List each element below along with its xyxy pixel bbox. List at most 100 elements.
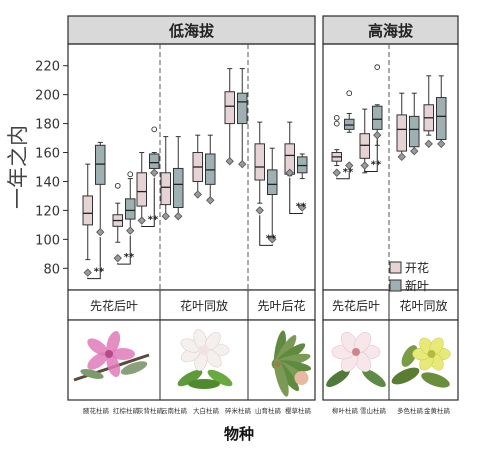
leaf [326, 368, 350, 388]
group-label: 花叶同放 [399, 298, 447, 313]
leaf-mean-diamond [174, 212, 183, 221]
leaf [401, 345, 418, 367]
box-body [372, 105, 383, 130]
y-tick-label: 180 [35, 118, 60, 133]
panels: 低海拔先花后叶 花叶同放 先叶后花腋花杜鹃 红棕杜鹃灰背杜鹃云南杜鹃 大白杜鹃 碎米杜鹃山… [67, 15, 459, 415]
leaf-mean-diamond [150, 168, 159, 177]
white-rhododendron-photo-icon [177, 329, 233, 389]
flower-mean-diamond [225, 157, 234, 166]
leaf-mean-diamond [373, 130, 382, 140]
species-label: 云南杜鹃 [161, 406, 188, 415]
leaf [188, 379, 220, 389]
leaf-mean-diamond [126, 226, 135, 235]
petal [87, 352, 109, 370]
leaf [177, 369, 203, 387]
legend-swatch [389, 279, 402, 292]
flower-box [192, 134, 203, 194]
panel-title: 高海拔 [368, 22, 414, 40]
legend-swatch [389, 261, 402, 274]
flower-mean-diamond [255, 206, 264, 215]
box-body [297, 156, 308, 174]
panel-title: 低海拔 [168, 22, 215, 40]
flower-box [284, 121, 295, 177]
significance-label: ** [343, 167, 354, 178]
species-label: 樱草杜鹃 [285, 406, 312, 415]
box-body [173, 167, 184, 209]
flower-mean-diamond [332, 168, 341, 177]
species-label: 大白杜鹃 [193, 406, 220, 415]
significance-label: ** [94, 267, 105, 278]
leaf [80, 369, 104, 379]
leaf-mean-diamond [96, 227, 105, 237]
flower-box [254, 121, 265, 204]
flower-mean-diamond [161, 212, 170, 221]
box-body [344, 118, 355, 130]
leaf-box [173, 136, 184, 217]
flower-center [199, 345, 209, 355]
panel-title-strip [67, 15, 316, 45]
yellow-rhododendron-photo-icon [391, 337, 451, 388]
outlier-point [127, 171, 134, 178]
leaf-box [237, 68, 248, 165]
bud [294, 371, 309, 385]
significance-bracket [336, 170, 350, 180]
species-label: 红棕杜鹃 [113, 406, 140, 415]
species-label: 碎米杜鹃 [225, 406, 252, 415]
leaf-box [95, 141, 106, 232]
leaf-mean-diamond [410, 146, 419, 156]
flower-box [160, 136, 171, 217]
outlier-point [151, 126, 158, 133]
significance-bracket [87, 237, 101, 280]
box-body [136, 172, 147, 207]
leaf-mean-diamond [238, 159, 247, 169]
significance-label: ** [371, 160, 382, 171]
box-body [267, 169, 278, 195]
leaf [421, 372, 450, 388]
flower-mean-diamond [83, 268, 92, 277]
significance-label: ** [266, 233, 277, 244]
y-tick-label: 220 [35, 60, 60, 75]
flower-center [105, 350, 113, 358]
leaf-box [205, 134, 216, 200]
flower-mean-diamond [193, 190, 202, 199]
petal [87, 338, 109, 356]
legend-label: 开花 [405, 260, 429, 275]
outlier-point [333, 120, 340, 127]
pale-pink-rhododendron-photo-icon [326, 332, 386, 388]
flower-box [359, 108, 370, 174]
box-body [205, 153, 216, 185]
box-body [254, 143, 265, 181]
box-body [436, 97, 447, 141]
outlier-point [333, 114, 340, 121]
box-body [95, 144, 106, 185]
flower-box [396, 92, 407, 156]
box-body [237, 92, 248, 125]
flower-box [82, 163, 93, 261]
significance-bracket [141, 177, 155, 228]
outlier-point [114, 182, 121, 189]
leaf-box [409, 92, 420, 154]
panel-title-strip [322, 15, 459, 45]
flower-box [112, 182, 123, 243]
flower-box [423, 75, 434, 136]
flower-mean-diamond [397, 152, 406, 162]
box-body [396, 114, 407, 152]
stem-center [274, 361, 281, 367]
leaf-mean-diamond [437, 139, 446, 149]
species-label: 雪山杜鹃 [360, 406, 387, 415]
leaf-box [267, 147, 278, 237]
significance-bracket [364, 140, 378, 173]
species-label: 腋花杜鹃 [83, 406, 110, 415]
leaf-box [149, 126, 160, 174]
group-label-row [322, 289, 459, 321]
leaf-box [125, 171, 136, 232]
flower-mean-diamond [424, 139, 433, 149]
flower-mean-diamond [360, 161, 369, 170]
group-label: 先花后叶 [90, 298, 138, 313]
group-label: 花叶同放 [180, 298, 228, 313]
flower-mean-diamond [137, 216, 146, 225]
leaf [274, 358, 289, 397]
box-body [224, 91, 235, 125]
species-label: 灰背杜鹃 [137, 406, 164, 415]
